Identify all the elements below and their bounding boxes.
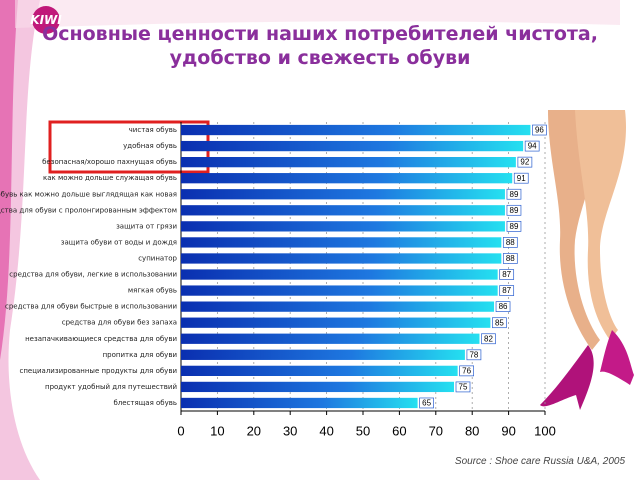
- value-label: 85: [495, 318, 504, 327]
- value-label: 82: [484, 334, 493, 343]
- y-tick-label: как можно дольше служащая обувь: [43, 174, 177, 182]
- y-tick-label: средства для обуви с пролонгированным эф…: [0, 206, 177, 214]
- bar: [181, 397, 418, 409]
- value-label-box: [506, 204, 522, 216]
- decor-band: [15, 0, 620, 28]
- value-label: 89: [510, 190, 519, 199]
- value-label-box: [506, 188, 522, 200]
- bar: [181, 205, 505, 216]
- bar: [181, 285, 498, 296]
- value-label: 86: [499, 302, 508, 311]
- value-label-box: [419, 397, 434, 409]
- bar: [181, 317, 491, 328]
- x-tick-label: 100: [534, 423, 556, 438]
- title-line: Основные ценности наших потребителей чис…: [42, 23, 598, 45]
- value-label-box: [502, 253, 518, 264]
- value-label: 88: [506, 254, 515, 263]
- value-label-box: [499, 285, 515, 296]
- bar: [181, 157, 516, 168]
- value-label-box: [524, 140, 540, 152]
- y-tick-label: супинатор: [138, 254, 177, 262]
- x-tick-label: 80: [465, 423, 479, 438]
- bar: [181, 221, 505, 232]
- x-tick-label: 70: [429, 423, 443, 438]
- bar: [181, 365, 458, 376]
- bar: [181, 269, 498, 280]
- legs: [540, 110, 634, 410]
- value-label: 88: [506, 238, 515, 247]
- x-tick-label: 20: [247, 423, 261, 438]
- value-label-box: [495, 301, 511, 312]
- y-tick-label: незапачкивающиеся средства для обуви: [25, 335, 177, 343]
- source: Source : Shoe care Russia U&A, 2005: [455, 456, 626, 467]
- value-label-box: [459, 365, 474, 377]
- bar: [181, 253, 502, 264]
- value-label-box: [517, 156, 533, 168]
- x-tick-label: 40: [319, 423, 333, 438]
- value-label-box: [506, 221, 522, 232]
- bar: [181, 124, 531, 136]
- value-label-box: [502, 237, 518, 248]
- logo: KIWI: [30, 13, 62, 27]
- bar: [181, 173, 513, 184]
- value-label: 94: [528, 142, 537, 151]
- x-tick-label: 60: [392, 423, 406, 438]
- y-tick-label: блестящая обувь: [113, 399, 177, 407]
- value-label: 65: [422, 399, 431, 408]
- y-tick-label: чистая обувь: [129, 126, 177, 134]
- y-tick-label: обувь как можно дольше выглядящая как но…: [0, 190, 177, 198]
- x-tick-label: 50: [356, 423, 370, 438]
- x-tick-label: 90: [501, 423, 515, 438]
- value-label: 76: [462, 366, 471, 375]
- x-tick-label: 10: [210, 423, 224, 438]
- y-tick-label: безопасная/хорошо пахнущая обувь: [42, 158, 177, 166]
- bar: [181, 349, 465, 360]
- value-label: 78: [469, 350, 478, 359]
- x-tick-label: 0: [177, 423, 184, 438]
- bar: [181, 381, 454, 393]
- x-tick-label: 30: [283, 423, 297, 438]
- value-label: 96: [535, 126, 544, 135]
- value-label: 89: [510, 206, 519, 215]
- y-tick-label: защита от грязи: [116, 222, 177, 230]
- value-label: 89: [510, 222, 519, 231]
- value-label: 75: [459, 383, 468, 392]
- logo-badge: [32, 6, 60, 34]
- y-tick-label: пропитка для обуви: [103, 351, 177, 359]
- y-tick-label: средства для обуви быстрые в использован…: [5, 303, 177, 311]
- value-label: 92: [520, 158, 529, 167]
- value-label: 87: [502, 270, 511, 279]
- bar: [181, 333, 480, 344]
- value-label-box: [455, 381, 471, 393]
- y-tick-label: продукт удобный для путешествий: [45, 383, 177, 391]
- value-label-box: [492, 317, 507, 329]
- y-tick-label: средства для обуви без запаха: [62, 319, 177, 327]
- y-tick-label: специализированные продукты для обуви: [20, 367, 178, 375]
- value-label-box: [481, 333, 496, 345]
- y-tick-label: удобная обувь: [123, 142, 177, 150]
- value-label: 91: [517, 174, 526, 183]
- value-label-box: [532, 124, 547, 136]
- value-label-box: [513, 172, 529, 184]
- bar: [181, 189, 505, 200]
- value-label: 87: [502, 286, 511, 295]
- y-tick-label: защита обуви от воды и дождя: [61, 238, 177, 246]
- y-tick-label: средства для обуви, легкие в использован…: [9, 271, 177, 279]
- bar: [181, 301, 495, 312]
- value-label-box: [466, 349, 482, 361]
- bar: [181, 237, 502, 248]
- decor-swirl-dark: [0, 0, 18, 360]
- bar: [181, 140, 524, 152]
- y-tick-label: мягкая обувь: [128, 287, 177, 295]
- value-label-box: [499, 269, 515, 280]
- title-line: удобство и свежесть обуви: [170, 47, 471, 69]
